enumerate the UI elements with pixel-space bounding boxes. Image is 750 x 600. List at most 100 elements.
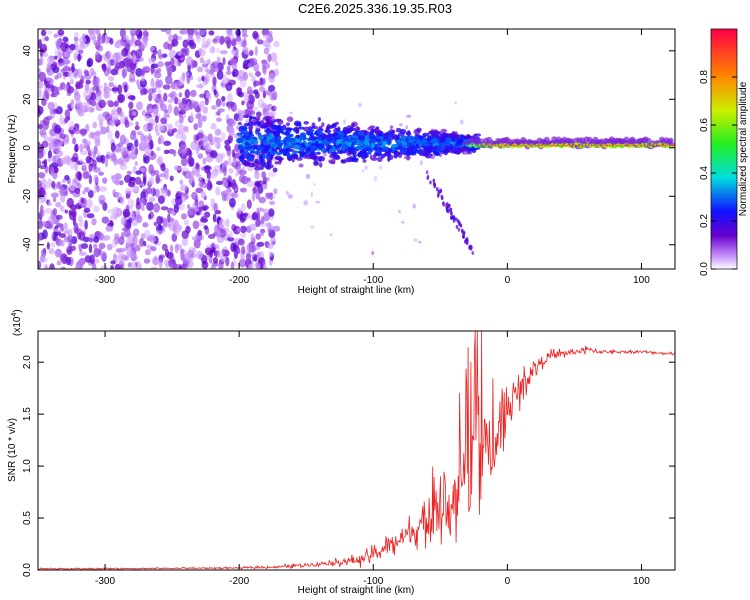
- spectrogram-cell: [222, 180, 229, 188]
- colorbar-tick-label: 0.2: [699, 214, 710, 228]
- spectrogram-cell: [79, 263, 84, 269]
- spectrogram-cell: [54, 230, 62, 236]
- spectrogram-cell: [123, 84, 128, 93]
- spectrogram-cell: [247, 90, 256, 95]
- spectrogram-cell: [303, 120, 309, 125]
- spectrogram-cell: [57, 29, 65, 36]
- spectrogram-cell: [114, 233, 120, 239]
- svg-text:(x104): (x104): [11, 309, 23, 336]
- spectrogram-cell: [226, 65, 231, 72]
- spectrogram-cell: [254, 45, 259, 56]
- spectrogram-cell: [140, 191, 146, 200]
- spectrogram-cell: [102, 202, 108, 211]
- spectrogram-x-ticks: -300 -200 -100 0 100: [95, 29, 650, 286]
- spectrogram-cell: [233, 225, 241, 235]
- spectrogram-cell: [127, 95, 136, 100]
- spectrogram-cell: [268, 251, 273, 257]
- spectrogram-cell: [108, 219, 114, 226]
- snr-y-tick-label: 0.0: [22, 563, 33, 577]
- spectrogram-cell: [89, 108, 94, 113]
- spectrogram-cell: [159, 173, 167, 178]
- spectrogram-cell: [262, 77, 266, 86]
- spectrogram-cell: [73, 52, 78, 61]
- spectrogram-cell: [181, 167, 189, 172]
- spectrogram-cell: [180, 213, 188, 220]
- spectrogram-cell: [179, 184, 188, 192]
- spectrogram-cell: [268, 73, 275, 83]
- spectrogram-cell: [430, 138, 438, 144]
- spectrogram-cell: [243, 150, 249, 155]
- spectrogram-cell: [236, 87, 242, 92]
- spectrogram-cell: [100, 250, 108, 261]
- spectrogram-cell: [163, 149, 170, 155]
- spectrogram-cell: [262, 153, 266, 160]
- spectrogram-cell: [102, 177, 108, 184]
- spectrogram-cell: [124, 119, 130, 129]
- spectrogram-cell: [196, 66, 204, 73]
- spectrogram-cell: [78, 219, 84, 228]
- spectrogram-cell: [201, 205, 209, 211]
- spectrogram-cell: [243, 212, 248, 217]
- spectrogram-cell: [251, 212, 258, 221]
- spectrogram-cell: [174, 96, 179, 105]
- spectrogram-cell: [236, 227, 242, 233]
- spectrogram-cell: [244, 141, 250, 146]
- spectrogram-cell: [107, 67, 112, 74]
- spectrogram-cell: [317, 134, 324, 138]
- spectrogram-cell: [261, 103, 268, 109]
- spectrogram-cell: [38, 220, 43, 230]
- spectrogram-cell: [272, 194, 276, 199]
- spectrogram-cell: [262, 261, 267, 267]
- spectrogram-cell: [143, 141, 150, 147]
- spectrogram-cell: [55, 228, 60, 233]
- spectrogram-cell: [213, 142, 219, 148]
- spectrogram-cell: [65, 47, 72, 55]
- spectrogram-cell: [436, 193, 440, 198]
- spectrogram-cell: [272, 90, 278, 101]
- spectrogram-cell: [432, 133, 438, 137]
- spectrogram-cell: [113, 156, 118, 166]
- spectrogram-cell: [117, 84, 123, 95]
- spectrogram-cell: [389, 125, 394, 129]
- spectrogram-cell: [435, 187, 439, 191]
- spectrogram-cell: [241, 40, 247, 48]
- spectrogram-cell: [238, 174, 246, 183]
- spectrogram-cell: [267, 53, 272, 63]
- spectrogram-cell: [139, 237, 145, 247]
- spectrogram-cell: [271, 143, 277, 148]
- spectrogram-cell: [223, 36, 231, 45]
- spectrogram-cell: [326, 134, 334, 138]
- snr-y-ticks: 0.0 0.5 1.0 1.5 2.0: [22, 355, 675, 577]
- spectrogram-cell: [196, 83, 204, 89]
- spectrogram-cell: [93, 243, 98, 250]
- spectrogram-cell: [104, 71, 109, 77]
- spectrogram-cell: [144, 249, 151, 256]
- spectrogram-cell: [219, 50, 228, 55]
- spectrogram-cell: [329, 139, 336, 144]
- spectrogram-cell: [188, 171, 196, 177]
- spectrogram-cell: [180, 251, 185, 261]
- spectrogram-cell: [267, 37, 274, 42]
- spectrogram-cell: [331, 158, 336, 164]
- spectrogram-cell: [429, 180, 432, 185]
- spectrogram-cell: [462, 135, 471, 139]
- spectrogram-cell: [115, 191, 122, 200]
- spectrogram-cell: [249, 57, 258, 66]
- spectrogram-cell: [79, 128, 88, 135]
- spectrogram-cell: [318, 162, 323, 168]
- snr-series-line: [38, 331, 675, 570]
- spectrogram-cell: [178, 192, 186, 197]
- spectrogram-cell: [402, 148, 408, 153]
- spectrogram-cell: [467, 146, 474, 152]
- spectrogram-cell: [233, 158, 237, 164]
- spectrogram-cell: [186, 74, 191, 84]
- spectrogram-cell: [367, 126, 373, 131]
- spectrogram-cell: [268, 84, 276, 92]
- spectrogram-cell: [413, 135, 420, 142]
- spectrogram-cell: [220, 131, 226, 141]
- spectrogram-cell: [71, 208, 77, 218]
- spectrogram-cell: [58, 58, 63, 64]
- spectrogram-cell: [223, 166, 227, 176]
- spectrogram-cell: [173, 166, 182, 171]
- spectrogram-cell: [179, 29, 188, 35]
